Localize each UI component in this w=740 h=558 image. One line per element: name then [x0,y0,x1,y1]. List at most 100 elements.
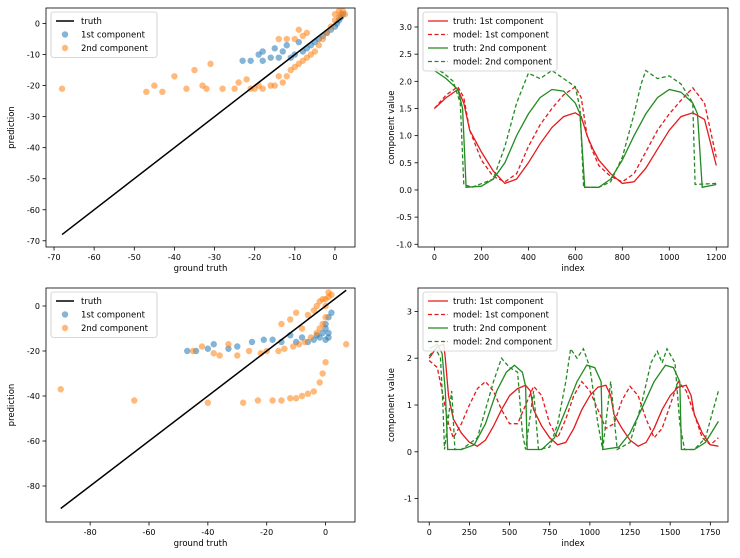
x-tick-label: -30 [208,253,221,262]
scatter-point [189,347,197,355]
scatter-point [292,309,300,316]
plot-area [58,8,349,236]
series-line [433,85,717,183]
scatter-point [216,352,223,359]
legend-entry: truth: 1st component [453,297,544,307]
series-line [428,360,719,446]
y-tick-label: 0 [35,20,40,29]
scatter-point [319,35,327,43]
scatter-point [267,54,274,61]
scatter-point [219,85,226,92]
scatter-point [328,291,335,298]
scatter-point [275,54,282,61]
x-tick-label: -70 [47,253,60,262]
scatter-point [295,341,303,348]
y-tick-label: 1.5 [399,104,412,113]
scatter-point [290,343,297,350]
y-tick-label: -1.0 [396,240,412,249]
scatter-point [316,379,323,386]
scatter-point [292,395,300,402]
scatter-point [259,48,266,55]
scatter-point [58,85,66,92]
scatter-point [278,397,285,404]
x-tick-label: 200 [474,253,489,262]
scatter-point [269,397,276,404]
y-tick-label: -80 [27,482,40,491]
legend-swatch-marker [61,324,69,332]
y-tick-label: -0.5 [396,213,412,222]
chart-top-left-scatter: -70 -60 -50 -40 -30 -20 -10 0 -70 -60 -50 -40 -30 -20… [7,7,356,274]
y-tick-label: -1 [404,495,412,504]
scatter-point [310,388,317,395]
scatter-point [342,341,350,348]
scatter-point [325,329,332,337]
scatter-point [281,345,288,352]
x-tick-label: 500 [502,528,517,537]
legend-entry: truth [81,17,102,27]
scatter-point [291,35,299,43]
scatter-point [295,26,303,33]
x-tick-label: 1750 [700,528,720,537]
scatter-point [183,85,190,92]
scatter-point [243,76,250,83]
x-tick-label: 0 [323,528,328,537]
x-tick-label: 600 [568,253,583,262]
scatter-point [275,347,282,355]
scatter-point [275,35,282,43]
y-tick-label: -30 [27,113,40,122]
scatter-point [325,334,332,341]
scatter-point [279,79,286,86]
axes-frame [45,7,356,248]
series-line [428,347,720,451]
y-tick-label: -70 [27,237,40,246]
axes-frame [417,7,729,248]
scatter-point [151,82,158,89]
legend-entry: model: 1st component [453,311,550,321]
x-axis-label: ground truth [174,264,228,274]
x-tick-label: 250 [462,528,477,537]
scatter-point [203,85,210,92]
scatter-point [235,79,242,86]
scatter-point [259,85,266,92]
legend: truth: 1st component model: 1st component… [422,11,558,72]
legend-swatch-marker [61,311,69,318]
scatter-point [283,42,290,49]
legend-entry: truth: 2nd component [453,44,547,54]
y-tick-label: 2.5 [399,50,412,59]
truth-line [60,289,347,510]
scatter-point [287,316,294,323]
x-tick-label: 1200 [706,253,726,262]
x-tick-label: -20 [248,253,261,262]
scatter-point [234,352,241,359]
scatter-point [271,45,278,52]
legend-box [422,11,558,72]
scatter-point [207,60,214,68]
legend-entry: 2nd component [81,44,149,54]
legend-entry: 1st component [81,31,146,41]
legend-swatch-marker [61,31,69,38]
scatter-point [231,85,238,92]
scatter-point [254,397,262,404]
chart-bottom-right-lines: 0 250 500 750 1000 1250 1500 1750 -1 0 1 2 3 index com… [387,287,729,549]
legend: truth 1st component 2nd component [50,11,158,58]
scatter-point [247,57,254,64]
scatter-point [225,345,232,352]
scatter-point [283,35,290,43]
y-tick-label: 1.0 [399,132,412,141]
scatter-point [259,57,266,64]
scatter-point [279,48,286,55]
x-tick-label: -20 [260,528,273,537]
scatter-point [245,347,253,355]
scatter-point [307,334,315,341]
x-tick-label: 0 [427,528,432,537]
scatter-point [210,341,217,348]
series-line [428,343,719,447]
scatter-point [283,73,290,80]
legend: truth: 1st component model: 1st component… [422,291,558,352]
x-tick-label: -60 [88,253,101,262]
legend-entry: truth [81,297,102,307]
y-tick-label: 0.0 [399,186,412,195]
y-axis-label: component value [387,368,397,442]
x-tick-label: -40 [168,253,181,262]
x-tick-label: 1250 [620,528,640,537]
